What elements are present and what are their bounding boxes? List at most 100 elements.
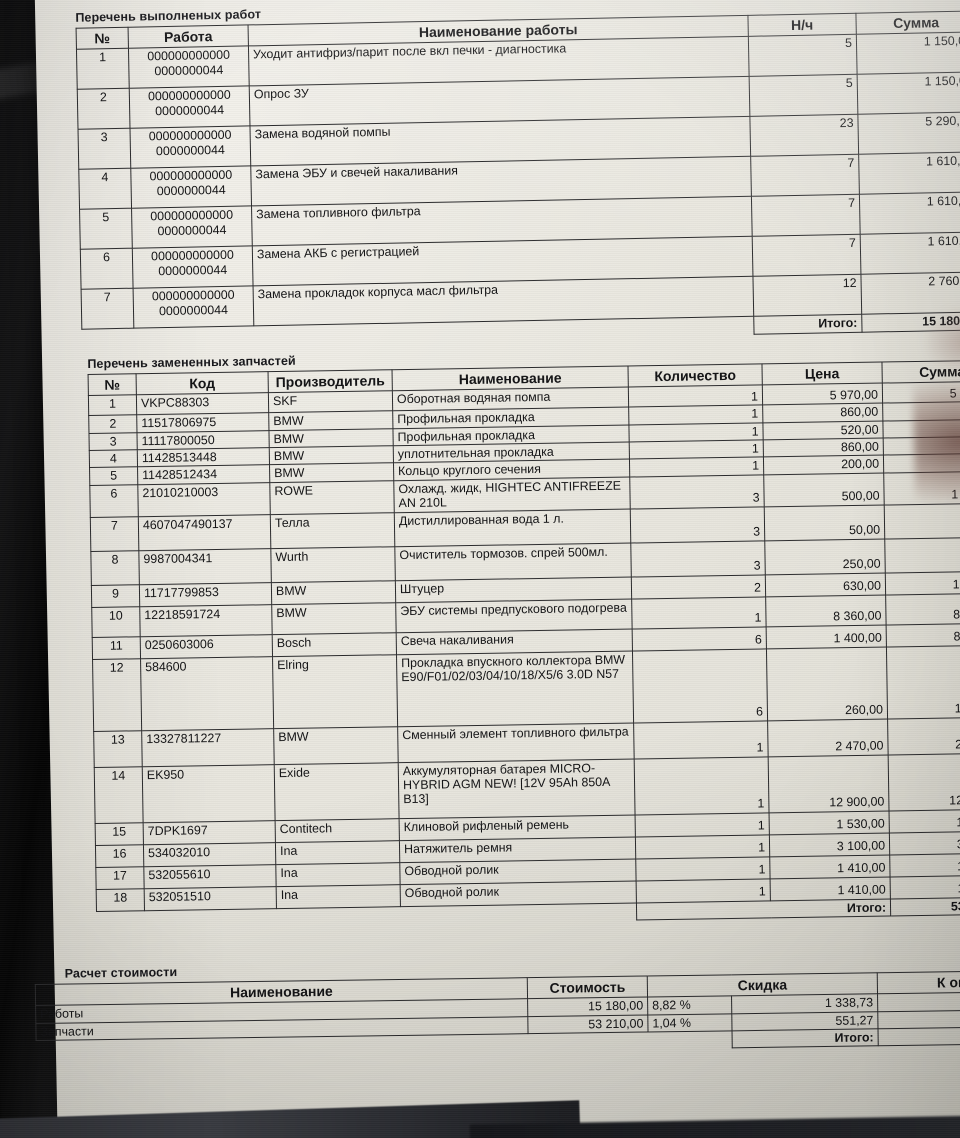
cell-no: 18 xyxy=(96,888,145,912)
cell-no: 1 xyxy=(88,394,137,416)
cell-quantity: 1 xyxy=(631,596,767,629)
cell-quantity: 1 xyxy=(629,457,764,477)
spacer-cell xyxy=(648,1031,732,1050)
cell-sum: 2 470,00 xyxy=(887,716,960,755)
cell-no: 7 xyxy=(90,516,139,552)
cell-quantity: 1 xyxy=(628,385,763,408)
cell-name: Прокладка впускного коллектора BMW E90/F… xyxy=(396,650,634,727)
calc-col-cost: Стоимость xyxy=(527,976,648,999)
cell-price: 12 900,00 xyxy=(768,754,890,813)
cell-manufacturer: Телла xyxy=(270,512,395,549)
cell-manufacturer: Elring xyxy=(272,654,398,729)
cell-name: ЭБУ системы предпускового подогрева xyxy=(395,598,633,633)
cell-code: 11517806975 xyxy=(136,412,269,433)
cell-manufacturer: Ina xyxy=(275,840,400,865)
cell-no: 10 xyxy=(91,606,141,638)
cell-no: 14 xyxy=(94,766,144,824)
cell-sum: 5 290,00 xyxy=(857,112,960,155)
cell-no: 4 xyxy=(78,168,132,210)
cell-price: 630,00 xyxy=(765,572,886,597)
cell-sum: 750,00 xyxy=(884,536,960,573)
cell-quantity: 3 xyxy=(629,474,765,509)
cell-no: 3 xyxy=(88,432,138,451)
cell-no: 12 xyxy=(92,658,142,732)
cell-cost: 15 180,00 xyxy=(527,997,648,1017)
cell-hours: 5 xyxy=(749,74,858,117)
cell-name: Дистиллированная вода 1 л. xyxy=(394,508,631,547)
cell-discount-pct: 1,04 % xyxy=(647,1013,733,1033)
percent-sign: % xyxy=(679,1015,692,1030)
cell-sum: 1 410,00 xyxy=(890,874,960,899)
cell-quantity: 1 xyxy=(628,422,764,443)
cell-code: 11428513448 xyxy=(137,447,270,468)
cell-no: 9 xyxy=(91,584,140,608)
works-col-code: Работа xyxy=(128,24,249,49)
cell-quantity: 1 xyxy=(628,405,763,425)
works-table: № Работа Наименование работы Н/ч Сумма 1… xyxy=(76,10,960,347)
parts-col-qty: Количество xyxy=(627,363,763,388)
spacer-cell xyxy=(276,906,400,925)
cell-code: 11717799853 xyxy=(139,582,272,607)
spacer-cell xyxy=(134,326,254,346)
cell-code: 13327811227 xyxy=(141,728,275,767)
works-col-sum: Сумма xyxy=(855,10,960,35)
cell-code: 11428512434 xyxy=(137,465,270,485)
cell-quantity: 6 xyxy=(632,626,767,651)
cell-quantity: 1 xyxy=(635,856,771,881)
cell-hours: 23 xyxy=(749,114,859,157)
cell-price: 520,00 xyxy=(762,420,884,440)
cell-quantity: 3 xyxy=(630,540,766,577)
cell-no: 6 xyxy=(80,248,134,290)
cell-price: 1 530,00 xyxy=(769,810,890,835)
cell-name: Охлажд. жидк, HIGHTEC ANTIFREEZE AN 210L xyxy=(393,476,631,513)
cell-manufacturer: BMW xyxy=(269,445,394,466)
cell-price: 1 400,00 xyxy=(766,624,887,649)
cell-quantity: 2 xyxy=(631,574,766,599)
cell-sum: 12 900,00 xyxy=(888,752,960,811)
cell-code: 000000000000 0000000044 xyxy=(130,126,251,169)
discount-pct-value: 8,82 xyxy=(652,998,677,1013)
cell-sum: 8 400,00 xyxy=(886,622,960,647)
calc-section: Расчет стоимости Наименование Стоимость … xyxy=(35,953,960,1058)
cell-hours: 7 xyxy=(750,154,860,197)
cell-code: 534032010 xyxy=(143,842,276,867)
cell-code: 584600 xyxy=(140,656,274,731)
cell-manufacturer: BMW xyxy=(268,428,394,448)
cell-price: 1 410,00 xyxy=(769,854,891,879)
table-row: 12 584600 Elring Прокладка впускного коллек… xyxy=(92,644,960,732)
cell-no: 7 xyxy=(81,288,134,330)
cell-sum: 1 610,00 xyxy=(858,152,960,195)
cell-sum: 1 610,00 xyxy=(859,192,960,235)
cell-sum: 8 360,00 xyxy=(885,592,960,625)
parts-col-price: Цена xyxy=(761,362,883,386)
spacer-cell xyxy=(528,1032,648,1051)
cell-quantity: 1 xyxy=(635,812,770,837)
cell-price: 250,00 xyxy=(764,538,886,575)
works-col-no: № xyxy=(76,27,129,50)
cell-no: 5 xyxy=(79,208,133,250)
cell-manufacturer: BMW xyxy=(268,410,393,431)
parts-col-mfr: Производитель xyxy=(268,369,393,393)
discount-pct-value: 1,04 xyxy=(652,1015,677,1031)
paper-document: Перечень выполненых работ № Работа Наиме… xyxy=(34,0,960,1138)
cell-code: 532051510 xyxy=(144,886,277,911)
cell-sum: 150,00 xyxy=(884,502,960,539)
cell-code: 12218591724 xyxy=(139,604,273,637)
calc-table: Наименование Стоимость Скидка К оплате Р… xyxy=(35,970,960,1059)
cell-quantity: 1 xyxy=(636,878,771,903)
cell-manufacturer: Contitech xyxy=(275,818,400,843)
cell-no: 1 xyxy=(76,48,130,90)
paper-smudge-light xyxy=(921,305,960,378)
cell-quantity: 1 xyxy=(634,756,770,815)
cell-quantity: 6 xyxy=(632,648,768,723)
cell-hours: 5 xyxy=(748,34,858,77)
cell-name: Очиститель тормозов. спрей 500мл. xyxy=(394,542,632,581)
cell-code: 000000000000 0000000044 xyxy=(131,206,253,249)
cell-quantity: 1 xyxy=(635,834,770,859)
cell-code: 11117800050 xyxy=(136,430,270,450)
cell-code: 000000000000 0000000044 xyxy=(132,246,254,289)
cell-quantity: 3 xyxy=(630,506,765,543)
cell-manufacturer: Bosch xyxy=(272,632,397,657)
cell-no: 5 xyxy=(89,467,138,486)
